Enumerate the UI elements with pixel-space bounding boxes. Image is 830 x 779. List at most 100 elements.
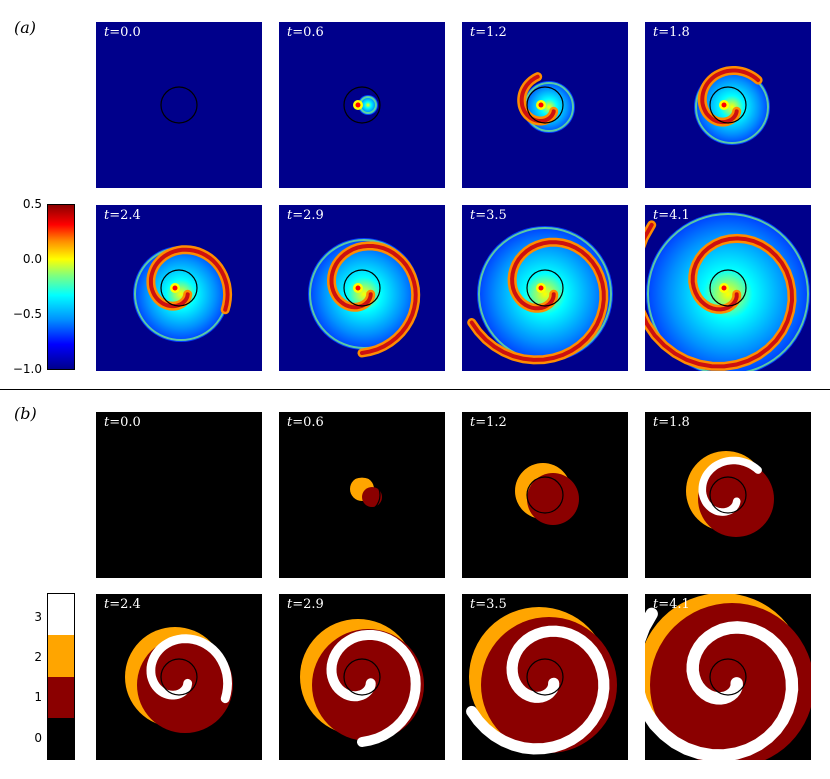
obstacle-ring xyxy=(526,269,564,307)
time-label: t=0.0 xyxy=(104,415,141,430)
obstacle-ring xyxy=(343,476,381,514)
time-value: =3.5 xyxy=(475,597,507,612)
panel-plot xyxy=(645,22,811,188)
time-value: =0.6 xyxy=(292,415,324,430)
obstacle-ring xyxy=(709,476,747,514)
panel-plot xyxy=(462,594,628,760)
obstacle-ring xyxy=(160,86,198,124)
time-symbol: t xyxy=(653,415,659,430)
time-label: t=2.4 xyxy=(104,208,141,223)
panel-plot xyxy=(96,205,262,371)
time-label: t=4.1 xyxy=(653,597,690,612)
time-symbol: t xyxy=(653,597,659,612)
obstacle-ring xyxy=(709,86,747,124)
time-symbol: t xyxy=(470,208,476,223)
panel-a-3: t=1.8 xyxy=(645,22,811,188)
panel-background xyxy=(96,22,262,188)
panel-plot xyxy=(462,412,628,578)
hotspot-core xyxy=(538,285,544,291)
time-value: =3.5 xyxy=(475,208,507,223)
panel-b-3: t=1.8 xyxy=(645,412,811,578)
panel-plot xyxy=(96,22,262,188)
time-label: t=1.2 xyxy=(470,25,507,40)
panel-plot xyxy=(279,22,445,188)
spiral-arm-core xyxy=(469,240,606,362)
hotspot-core xyxy=(538,102,544,108)
panel-plot xyxy=(462,205,628,371)
hotspot-core xyxy=(721,285,727,291)
part-b-colorbar-band-3 xyxy=(48,594,74,636)
excitation-wave xyxy=(523,81,575,133)
time-value: =1.2 xyxy=(475,415,507,430)
panel-b-7: t=4.1 xyxy=(645,594,811,760)
time-label: t=3.5 xyxy=(470,208,507,223)
time-symbol: t xyxy=(287,597,293,612)
white-spiral xyxy=(698,456,762,516)
part-b-label: (b) xyxy=(14,404,37,423)
part-b-tick-2: 2 xyxy=(34,650,42,664)
time-value: =0.0 xyxy=(109,415,141,430)
time-value: =4.1 xyxy=(658,597,690,612)
time-value: =1.8 xyxy=(658,415,690,430)
obstacle-ring xyxy=(343,269,381,307)
time-symbol: t xyxy=(470,25,476,40)
time-symbol: t xyxy=(287,25,293,40)
white-spiral xyxy=(645,607,799,760)
time-value: =2.9 xyxy=(292,597,324,612)
white-spiral xyxy=(326,630,421,747)
part-a-tick-1: 0.0 xyxy=(22,252,42,266)
time-label: t=3.5 xyxy=(470,597,507,612)
panel-a-4: t=2.4 xyxy=(96,205,262,371)
panel-b-2: t=1.2 xyxy=(462,412,628,578)
time-label: t=0.0 xyxy=(104,25,141,40)
part-a-label: (a) xyxy=(14,18,37,37)
panel-plot xyxy=(645,205,811,371)
hotspot-core xyxy=(172,285,178,291)
time-value: =1.2 xyxy=(475,25,507,40)
time-value: =0.6 xyxy=(292,25,324,40)
time-value: =1.8 xyxy=(658,25,690,40)
panel-b-1: t=0.6 xyxy=(279,412,445,578)
time-symbol: t xyxy=(104,208,110,223)
section-divider xyxy=(0,389,830,390)
hotspot-core xyxy=(355,102,361,108)
panel-a-2: t=1.2 xyxy=(462,22,628,188)
obstacle-ring xyxy=(526,86,564,124)
part-b-colorbar xyxy=(47,593,75,760)
panel-b-5: t=2.9 xyxy=(279,594,445,760)
part-a-tick-0: 0.5 xyxy=(22,197,42,211)
obstacle-ring xyxy=(709,658,747,696)
time-value: =2.4 xyxy=(109,597,141,612)
panel-plot xyxy=(279,594,445,760)
part-a-tick-3: −1.0 xyxy=(12,362,42,376)
time-label: t=1.2 xyxy=(470,415,507,430)
time-label: t=2.9 xyxy=(287,208,324,223)
time-value: =0.0 xyxy=(109,25,141,40)
time-value: =4.1 xyxy=(658,208,690,223)
white-spiral xyxy=(466,625,610,755)
time-label: t=4.1 xyxy=(653,208,690,223)
part-b-colorbar-band-2 xyxy=(48,635,74,677)
part-a-tick-2: −0.5 xyxy=(12,307,42,321)
time-label: t=0.6 xyxy=(287,25,324,40)
dark-red-disk xyxy=(362,487,382,507)
excitation-wave xyxy=(694,69,770,145)
part-b-tick-3: 3 xyxy=(34,610,42,624)
time-symbol: t xyxy=(470,415,476,430)
obstacle-ring xyxy=(160,658,198,696)
time-value: =2.4 xyxy=(109,208,141,223)
time-value: =2.9 xyxy=(292,208,324,223)
panel-plot xyxy=(462,22,628,188)
time-symbol: t xyxy=(653,25,659,40)
panel-b-6: t=3.5 xyxy=(462,594,628,760)
time-label: t=1.8 xyxy=(653,25,690,40)
spiral-arm-core xyxy=(645,222,795,369)
panel-plot xyxy=(279,205,445,371)
panel-plot xyxy=(645,412,811,578)
part-b-tick-1: 1 xyxy=(34,690,42,704)
panel-a-7: t=4.1 xyxy=(645,205,811,371)
part-b-colorbar-band-0 xyxy=(48,717,74,759)
panel-plot xyxy=(96,594,262,760)
hotspot-core xyxy=(721,102,727,108)
spiral-arm-core xyxy=(700,68,761,125)
